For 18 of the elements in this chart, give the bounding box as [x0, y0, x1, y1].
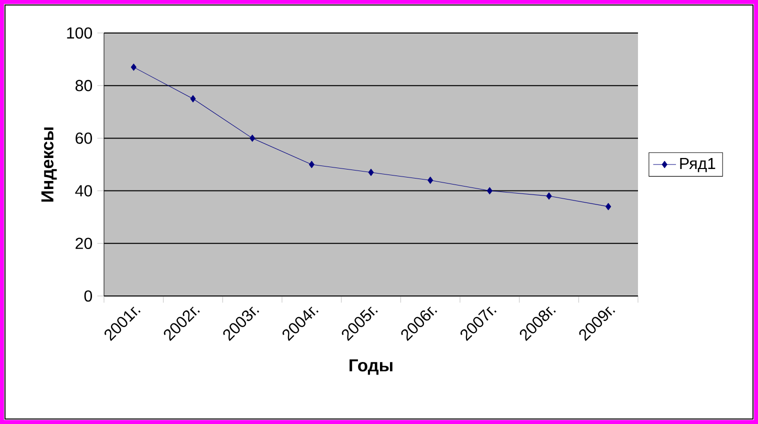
y-tick-label: 100: [67, 27, 92, 39]
y-axis-title: Индексы: [41, 127, 57, 202]
point: [190, 95, 196, 102]
y-tick-label: 20: [76, 238, 92, 250]
point: [130, 64, 136, 71]
legend-label: Ряд1: [680, 158, 716, 172]
point: [486, 187, 492, 194]
point: [250, 134, 256, 142]
point: [546, 192, 552, 200]
point: [428, 176, 434, 184]
point: [308, 160, 314, 168]
y-tick-label: 60: [76, 132, 92, 144]
y-tick-label: 0: [84, 290, 92, 302]
x-axis-title: Годы: [350, 359, 392, 375]
y-tick-label: 80: [76, 80, 92, 92]
y-tick-label: 40: [75, 185, 92, 196]
point: [606, 202, 612, 210]
point: [368, 168, 374, 176]
